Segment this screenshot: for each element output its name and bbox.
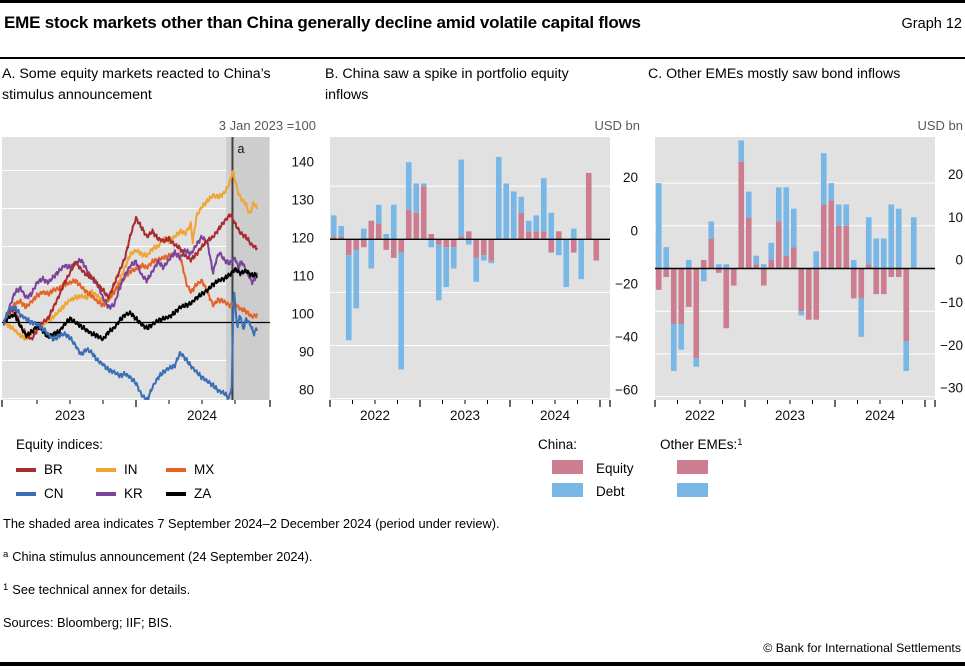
svg-text:−20: −20 — [615, 276, 638, 291]
legend-swatch-other-debt — [677, 483, 708, 497]
legend-label-kr: KR — [124, 486, 143, 501]
legend-swatch-za — [166, 492, 186, 496]
svg-text:2023: 2023 — [55, 408, 85, 423]
svg-text:−40: −40 — [615, 330, 638, 345]
legend-swatch-debt — [552, 483, 583, 497]
panel-c-axis-unit: USD bn — [917, 118, 963, 133]
legend-label-mx: MX — [194, 462, 215, 477]
svg-text:100: 100 — [291, 306, 314, 321]
svg-text:80: 80 — [299, 382, 314, 397]
panel-c-chart: 20 10 0 −10 −20 −30 2022 2023 2024 — [654, 137, 963, 423]
panel-a-axis-unit: 3 Jan 2023 =100 — [218, 118, 316, 133]
panel-a-chart: a 140 130 120 110 100 90 80 2023 2024 — [1, 137, 314, 423]
svg-text:2023: 2023 — [450, 408, 480, 423]
svg-text:110: 110 — [292, 268, 314, 283]
panel-a-subtitle: A. Some equity markets reacted to China’… — [2, 66, 271, 103]
svg-text:20: 20 — [623, 170, 638, 185]
note-1-text: See technical annex for details. — [12, 582, 191, 597]
svg-text:10: 10 — [948, 210, 963, 225]
note-1: 1 See technical annex for details. — [3, 582, 190, 597]
legend-label-br: BR — [44, 462, 63, 477]
note-shaded-area: The shaded area indicates 7 September 20… — [3, 516, 500, 531]
legend-label-equity: Equity — [596, 461, 634, 476]
svg-text:2023: 2023 — [775, 408, 805, 423]
svg-text:−10: −10 — [940, 295, 963, 310]
bottom-rule — [0, 662, 965, 666]
figure-title: EME stock markets other than China gener… — [4, 13, 641, 32]
panel-b-axis-unit: USD bn — [594, 118, 640, 133]
legend-swatch-mx — [166, 468, 186, 472]
note-a: a China stimulus announcement (24 Septemb… — [3, 549, 313, 564]
svg-text:2024: 2024 — [187, 408, 218, 423]
top-rule — [0, 0, 965, 3]
graph-number: Graph 12 — [901, 16, 962, 32]
legend-swatch-br — [16, 468, 36, 472]
copyright: © Bank for International Settlements — [763, 641, 961, 655]
svg-text:a: a — [237, 142, 244, 156]
legend-c-footnote-marker: 1 — [737, 437, 743, 448]
svg-text:140: 140 — [291, 154, 314, 169]
svg-text:2024: 2024 — [865, 408, 896, 423]
svg-text:0: 0 — [955, 253, 963, 268]
svg-text:−20: −20 — [940, 338, 963, 353]
legend-c-title: Other EMEs:1 — [660, 437, 747, 452]
legend-label-in: IN — [124, 462, 138, 477]
svg-text:2022: 2022 — [360, 408, 390, 423]
sources-line: Sources: Bloomberg; IIF; BIS. — [3, 615, 173, 630]
legend-a-title: Equity indices: — [16, 437, 104, 452]
svg-text:120: 120 — [291, 230, 314, 245]
svg-text:130: 130 — [291, 192, 314, 207]
legend-swatch-equity — [552, 460, 583, 474]
note-a-marker: a — [3, 549, 9, 560]
svg-text:90: 90 — [299, 344, 314, 359]
svg-text:2024: 2024 — [540, 408, 571, 423]
legend-label-za: ZA — [194, 486, 212, 501]
svg-text:20: 20 — [948, 167, 963, 182]
legend-label-debt: Debt — [596, 484, 625, 499]
svg-text:2022: 2022 — [685, 408, 715, 423]
panel-c-subtitle: C. Other EMEs mostly saw bond inflows — [648, 66, 901, 82]
svg-text:−30: −30 — [940, 381, 963, 396]
legend-c-title-text: Other EMEs: — [660, 437, 738, 452]
legend-swatch-other-equity — [677, 460, 708, 474]
title-divider — [0, 57, 965, 59]
legend-label-cn: CN — [44, 486, 64, 501]
legend-swatch-kr — [96, 492, 116, 496]
svg-text:−60: −60 — [615, 383, 638, 398]
legend-swatch-in — [96, 468, 116, 472]
note-1-marker: 1 — [3, 582, 9, 593]
panel-b-chart: 20 0 −20 −40 −60 2022 2023 2024 — [329, 137, 638, 423]
legend-swatch-cn — [16, 492, 36, 496]
panel-b-subtitle: B. China saw a spike in portfolio equity… — [325, 66, 569, 103]
legend-b-title: China: — [538, 437, 578, 452]
note-a-text: China stimulus announcement (24 Septembe… — [12, 549, 313, 564]
svg-text:0: 0 — [630, 223, 638, 238]
